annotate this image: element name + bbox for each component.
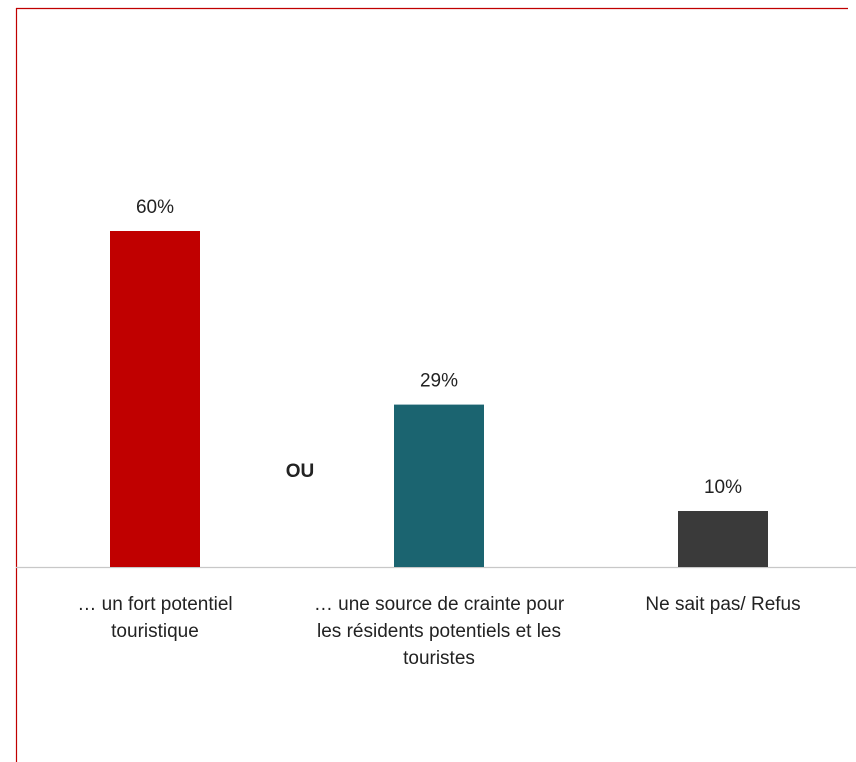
x-tick-label: … une source de crainte pour les résiden… xyxy=(313,594,565,669)
value-label: 60% xyxy=(136,197,174,218)
x-tick-label: … un fort potentiel touristique xyxy=(77,594,233,642)
bar xyxy=(678,511,768,567)
bar xyxy=(394,404,484,567)
value-label: 29% xyxy=(420,371,458,392)
value-label: 10% xyxy=(704,477,742,498)
annotation: OU xyxy=(286,461,315,482)
bar xyxy=(110,231,200,567)
x-tick-label: Ne sait pas/ Refus xyxy=(645,594,801,615)
